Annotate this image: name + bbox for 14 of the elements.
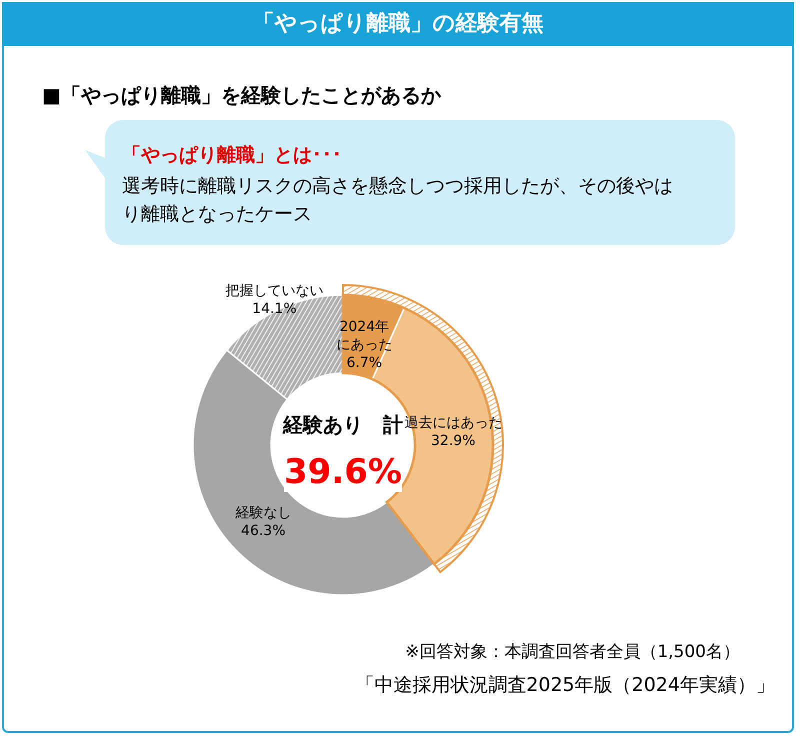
slice-label: 過去にはあった — [404, 415, 502, 432]
data-label: 14.1% — [251, 300, 298, 318]
chart-title: 「やっぱり離職」の経験有無 — [2, 2, 794, 46]
slice-label: 経験なし — [234, 504, 292, 522]
text: 「中途採用状況調査2025年版（2024年実績）」 — [354, 673, 775, 698]
chart-subtitle: ■「やっぱり離職」を経験したことがあるか — [42, 82, 441, 109]
text: 39.6% — [284, 452, 402, 492]
data-label: 32.9% — [431, 433, 476, 450]
text: 選考時に離職リスクの高さを懸念しつつ採用したが、その後やはり離職となったケース — [122, 174, 674, 227]
data-label: 46.3% — [240, 522, 287, 540]
text: 経験あり 計 — [283, 412, 403, 438]
text: 「やっぱり離職」とは･･･ — [122, 143, 342, 168]
text: ※回答対象：本調査回答者全員（1,500名） — [405, 641, 740, 663]
slice-label: 把握していない — [224, 282, 324, 300]
